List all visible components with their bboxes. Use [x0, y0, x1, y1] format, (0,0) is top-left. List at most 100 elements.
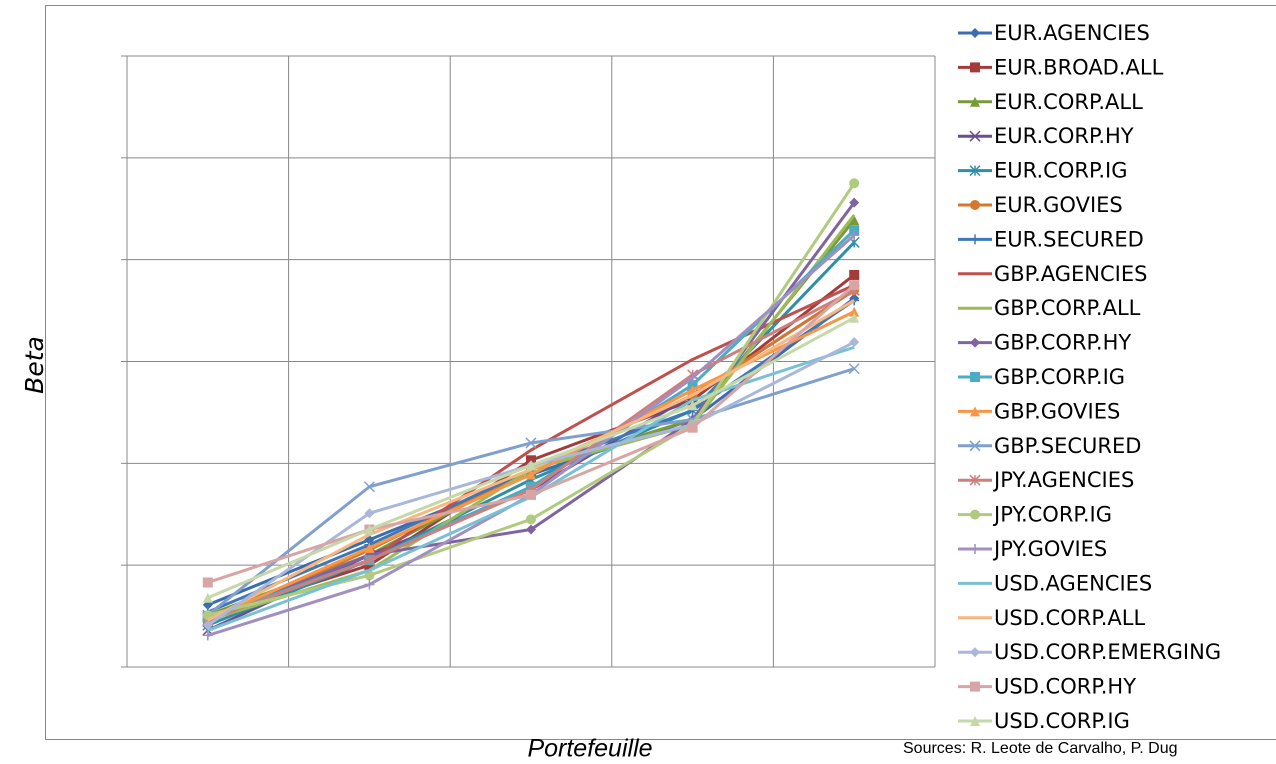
legend-marker	[969, 474, 981, 486]
marker	[202, 577, 213, 588]
marker	[363, 554, 375, 566]
marker	[202, 592, 213, 603]
legend-label: GBP.CORP.ALL	[994, 296, 1141, 320]
legend-marker	[970, 337, 980, 348]
legend-label: GBP.AGENCIES	[994, 262, 1147, 286]
marker	[849, 178, 860, 189]
legend-entry: EUR.CORP.ALL	[958, 90, 1143, 114]
marker	[364, 508, 375, 519]
marker	[526, 514, 536, 525]
marker	[202, 630, 213, 641]
x-axis-label: Portefeuille	[527, 735, 652, 763]
marker	[849, 214, 860, 225]
marker	[687, 372, 698, 383]
marker	[364, 560, 375, 571]
marker	[526, 460, 536, 471]
legend-marker	[970, 234, 980, 245]
legend-marker	[970, 200, 980, 210]
marker	[526, 524, 536, 535]
legend-label: GBP.SECURED	[994, 434, 1141, 458]
legend-marker	[970, 96, 980, 107]
marker	[849, 269, 860, 280]
legend-entry: USD.CORP.HY	[958, 675, 1136, 699]
marker	[364, 524, 375, 535]
marker	[364, 579, 375, 590]
legend-label: EUR.AGENCIES	[994, 21, 1150, 45]
legend-entry: EUR.CORP.IG	[958, 159, 1127, 183]
legend-entry: GBP.CORP.IG	[958, 365, 1125, 389]
marker	[849, 306, 860, 317]
legend-marker	[969, 165, 981, 177]
legend-marker	[970, 372, 980, 382]
legend-label: GBP.CORP.IG	[994, 365, 1125, 389]
marker	[848, 363, 860, 375]
marker	[849, 337, 860, 348]
legend-marker	[969, 440, 981, 452]
marker	[687, 422, 698, 433]
legend-entry: EUR.AGENCIES	[958, 21, 1150, 45]
legend-entry: USD.CORP.ALL	[958, 606, 1145, 630]
marker	[526, 469, 536, 480]
marker	[525, 437, 537, 449]
marker	[526, 489, 536, 500]
legend-marker	[970, 28, 980, 38]
marker	[202, 620, 213, 631]
legend-label: EUR.CORP.ALL	[994, 90, 1143, 114]
legend-entry: EUR.SECURED	[958, 227, 1144, 251]
series	[202, 178, 860, 621]
legend-label: EUR.BROAD.ALL	[994, 55, 1164, 79]
marker	[849, 225, 860, 236]
legend-entry: GBP.SECURED	[958, 434, 1141, 458]
legend-marker	[969, 130, 981, 142]
legend-label: GBP.CORP.HY	[994, 331, 1131, 355]
legend-entry: GBP.CORP.HY	[958, 331, 1131, 355]
marker	[687, 400, 698, 411]
marker	[687, 379, 698, 390]
legend-entry: EUR.BROAD.ALL	[958, 55, 1164, 79]
legend-entry: EUR.CORP.HY	[958, 124, 1134, 148]
marker	[849, 230, 860, 241]
legend-entry: USD.AGENCIES	[958, 571, 1152, 595]
legend-entry: USD.CORP.EMERGING	[958, 640, 1221, 664]
marker	[363, 481, 375, 493]
legend-entry: GBP.CORP.ALL	[958, 296, 1141, 320]
marker	[849, 197, 860, 208]
legend-marker	[970, 544, 980, 554]
legend-label: EUR.GOVIES	[994, 193, 1123, 217]
legend-label: JPY.GOVIES	[992, 537, 1107, 561]
series	[202, 312, 860, 603]
legend-label: USD.AGENCIES	[994, 571, 1152, 595]
legend-label: JPY.AGENCIES	[992, 468, 1134, 492]
source-note: Sources: R. Leote de Carvalho, P. Dug	[903, 740, 1178, 757]
marker	[364, 570, 375, 581]
legend-marker	[970, 509, 980, 520]
legend-label: EUR.CORP.IG	[994, 159, 1127, 183]
marker	[849, 280, 860, 291]
legend-entry: GBP.GOVIES	[958, 399, 1120, 423]
legend-marker	[970, 406, 980, 417]
y-axis-label: Beta	[20, 336, 49, 394]
legend-marker	[970, 716, 980, 726]
legend-label: USD.CORP.HY	[994, 675, 1136, 699]
legend-entry: JPY.CORP.IG	[958, 503, 1112, 527]
legend-entry: JPY.GOVIES	[958, 537, 1107, 561]
legend-label: USD.CORP.IG	[994, 709, 1130, 733]
legend-label: GBP.GOVIES	[994, 399, 1120, 423]
marker	[526, 455, 536, 466]
legend-entry: USD.CORP.IG	[958, 709, 1130, 733]
legend-entry: EUR.GOVIES	[958, 193, 1123, 217]
legend-entry: GBP.AGENCIES	[958, 262, 1147, 286]
marker	[849, 312, 860, 323]
legend-marker	[970, 62, 980, 73]
chart-frame	[45, 5, 1276, 740]
legend-label: EUR.CORP.HY	[994, 124, 1134, 148]
legend-marker	[970, 681, 980, 692]
legend-label: USD.CORP.ALL	[994, 606, 1145, 630]
marker	[364, 542, 375, 553]
legend-label: JPY.CORP.IG	[992, 503, 1112, 527]
legend-label: USD.CORP.EMERGING	[994, 640, 1221, 664]
legend-label: EUR.SECURED	[994, 227, 1144, 251]
legend-entry: JPY.AGENCIES	[958, 468, 1134, 492]
legend-marker	[970, 647, 980, 658]
